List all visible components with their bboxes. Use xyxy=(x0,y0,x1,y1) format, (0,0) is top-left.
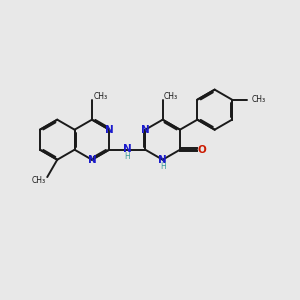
Text: CH₃: CH₃ xyxy=(32,176,46,185)
Text: N: N xyxy=(123,144,132,154)
Text: N: N xyxy=(158,155,167,165)
Text: H: H xyxy=(160,162,166,171)
Text: N: N xyxy=(105,125,114,135)
Text: O: O xyxy=(198,145,207,155)
Text: CH₃: CH₃ xyxy=(251,95,266,104)
Text: N: N xyxy=(141,125,150,135)
Text: N: N xyxy=(88,155,96,165)
Text: H: H xyxy=(124,152,130,161)
Text: CH₃: CH₃ xyxy=(93,92,107,100)
Text: CH₃: CH₃ xyxy=(164,92,178,100)
